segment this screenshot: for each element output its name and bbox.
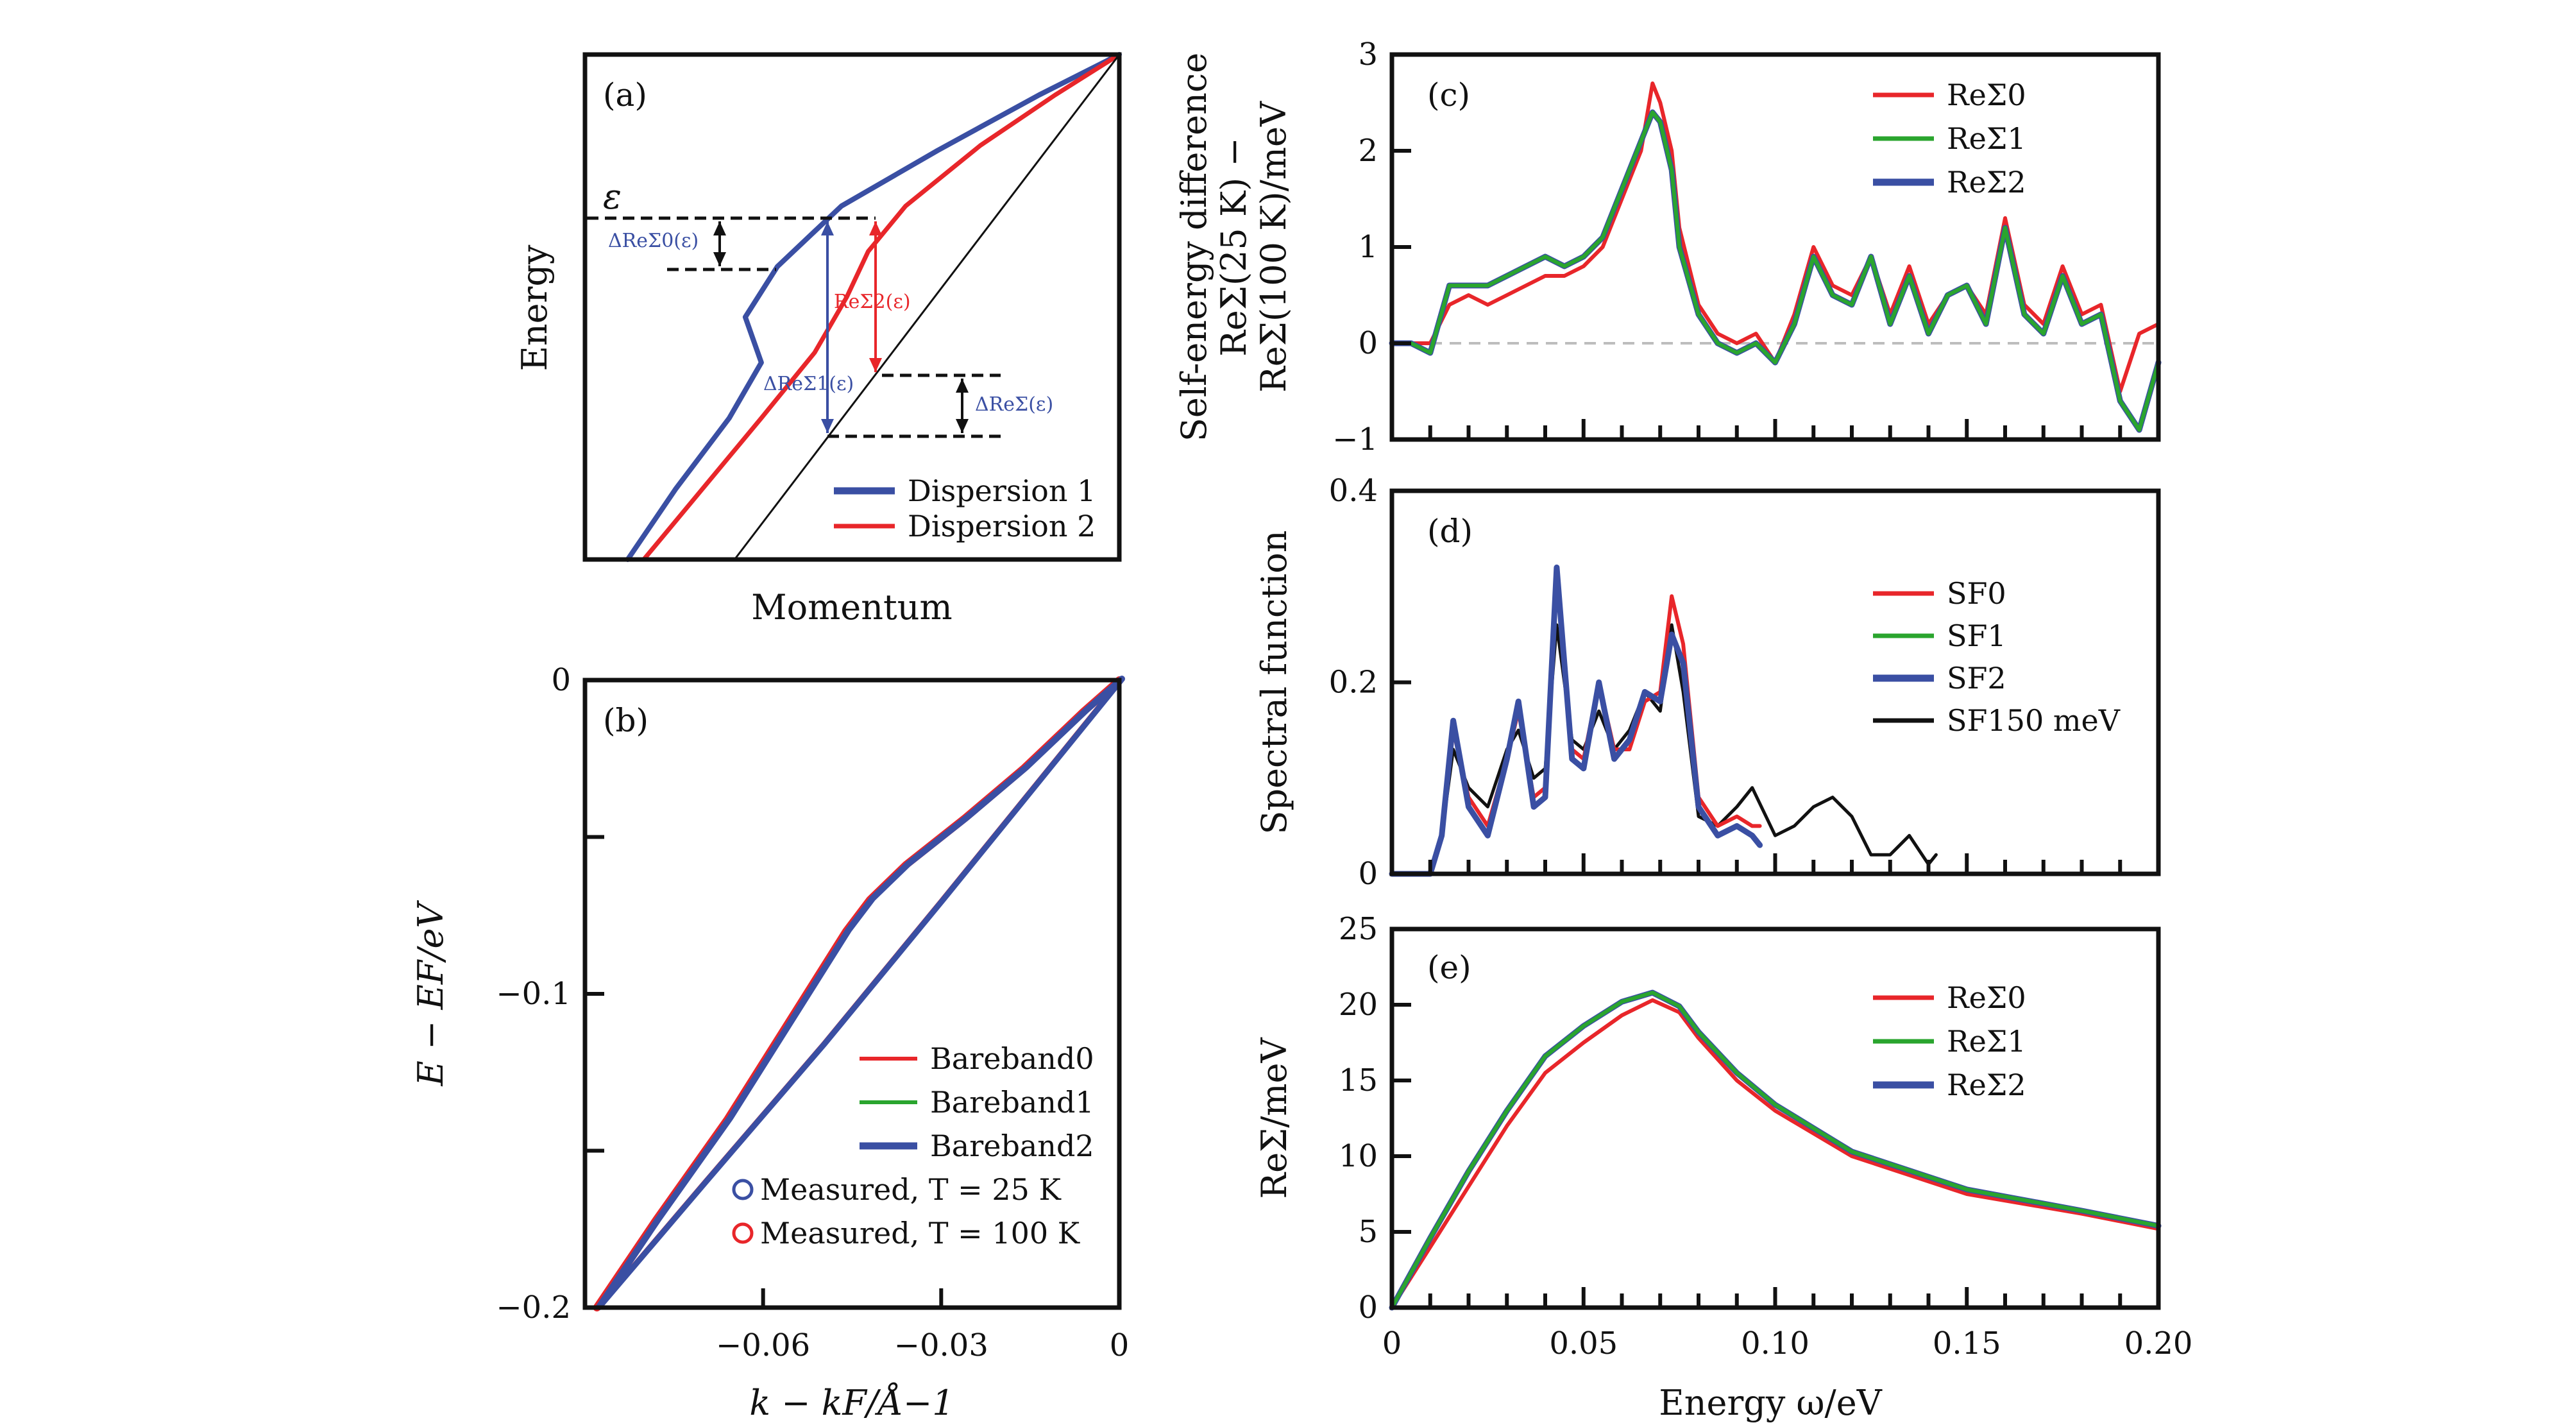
panel-e-xlabel: Energy ω/eV	[1659, 1383, 1882, 1423]
arrow-head	[869, 221, 882, 235]
panel-b-tag: (b)	[603, 702, 648, 739]
series-SF150-meV	[1390, 623, 1938, 876]
x-tick-label: 0.05	[1549, 1326, 1618, 1361]
panel-d-ylabel: Spectral function	[1254, 531, 1294, 835]
panel-a-ylabel: Energy	[514, 244, 555, 371]
series-SF2	[1389, 564, 1763, 877]
y-tick-label: 20	[1339, 987, 1378, 1023]
y-tick-label: 25	[1339, 911, 1378, 947]
panel-b-ylabel: E − EF/eV	[411, 900, 451, 1086]
y-tick-label: −0.1	[496, 976, 571, 1012]
y-tick-label: 0	[1358, 1290, 1378, 1326]
panel-b-legend-label-4: Measured, T = 100 K	[760, 1216, 1081, 1250]
panel-b-xlabel: k − kF/Å−1	[749, 1381, 954, 1423]
dispersion-1-line	[625, 52, 1122, 562]
panel-e-legend-label-2: ReΣ2	[1947, 1068, 2026, 1102]
x-tick-label: 0	[1382, 1326, 1402, 1361]
arrow-head	[713, 252, 726, 266]
y-tick-label: 0.2	[1329, 665, 1378, 701]
x-tick-label: −0.06	[716, 1327, 810, 1363]
y-tick-label: 15	[1339, 1062, 1378, 1098]
panel-c-ylabel: Self-energy difference	[1174, 53, 1214, 441]
panel-c-ylabel: ReΣ(25 K) −	[1214, 137, 1254, 357]
arrow-head	[869, 358, 882, 372]
panel-d-tag: (d)	[1427, 513, 1473, 550]
series-SF0	[1390, 575, 1762, 876]
y-tick-label: 0.4	[1329, 473, 1378, 509]
panel-a-frame	[582, 52, 1122, 562]
panel-b-legend-label-2: Bareband2	[930, 1129, 1094, 1163]
y-tick-label: 1	[1358, 229, 1378, 265]
panel-a-tag: (a)	[603, 76, 647, 114]
panel-c-legend-label-0: ReΣ0	[1947, 78, 2026, 112]
y-tick-label: 0	[1358, 325, 1378, 361]
annotation-delta-re-sigma0: ΔReΣ0(ε)	[608, 230, 699, 252]
y-tick-label: −1	[1332, 422, 1378, 457]
annotation-delta-re-sigma1: ΔReΣ1(ε)	[763, 373, 854, 395]
panel-d-legend-label-0: SF0	[1947, 576, 2006, 611]
series-ReΣ2	[1389, 109, 2162, 433]
panel-a-legend-label-1: Dispersion 2	[908, 509, 1096, 543]
arrow-head	[956, 379, 969, 393]
y-tick-label: 5	[1358, 1214, 1378, 1250]
annotation-re-sigma2: ReΣ2(ε)	[834, 291, 911, 313]
arrow-head	[713, 221, 726, 235]
panel-d-frame	[1389, 488, 2161, 876]
x-tick-label: −0.03	[894, 1327, 988, 1363]
panel-e-legend-label-0: ReΣ0	[1947, 980, 2026, 1015]
panel-c-ylabel: ReΣ(100 K)/meV	[1253, 101, 1294, 393]
y-tick-label: 0	[551, 662, 571, 698]
bare-band-line	[733, 53, 1121, 561]
y-tick-label: 2	[1358, 133, 1378, 169]
series-SF1	[1390, 565, 1762, 876]
panel-b-legend-label-1: Bareband1	[930, 1085, 1094, 1120]
panel-c-legend-label-1: ReΣ1	[1947, 121, 2026, 156]
panel-c-tag: (c)	[1427, 76, 1470, 114]
x-tick-label: 0.20	[2124, 1326, 2193, 1361]
panel-b-legend-marker	[732, 1179, 754, 1200]
arrow-head	[821, 221, 834, 235]
series-ReΣ1	[1390, 110, 2160, 432]
y-tick-label: 10	[1339, 1138, 1378, 1174]
panel-e-tag: (e)	[1427, 949, 1471, 986]
y-tick-label: 3	[1358, 37, 1378, 73]
panel-d-legend-label-3: SF150 meV	[1947, 703, 2121, 738]
y-tick-label: −0.2	[496, 1290, 571, 1326]
epsilon-label: ε	[603, 176, 622, 217]
x-tick-label: 0	[1110, 1327, 1130, 1363]
bareband2-line	[596, 677, 1124, 1311]
panel-e-ylabel: ReΣ/meV	[1254, 1037, 1294, 1199]
x-tick-label: 0.15	[1933, 1326, 2001, 1361]
panel-c-frame	[1389, 52, 2161, 442]
panel-e-legend-label-1: ReΣ1	[1947, 1024, 2026, 1059]
panel-d-legend-label-2: SF2	[1947, 661, 2006, 695]
panel-d-legend-label-1: SF1	[1947, 619, 2006, 653]
panel-e-frame	[1389, 926, 2161, 1310]
arrow-head	[821, 419, 834, 433]
measured-25k-line	[596, 676, 1125, 1310]
series-ReΣ1	[1390, 991, 2160, 1310]
panel-a-xlabel: Momentum	[751, 587, 952, 627]
dispersion-2-line	[641, 52, 1122, 562]
series-ReΣ0	[1390, 998, 2160, 1310]
y-tick-label: 0	[1358, 856, 1378, 892]
series-ReΣ0	[1390, 81, 2160, 393]
annotation-delta-re-sigma: ΔReΣ(ε)	[975, 393, 1053, 416]
panel-c-legend-label-2: ReΣ2	[1947, 165, 2026, 200]
x-tick-label: 0.10	[1741, 1326, 1809, 1361]
panel-b-legend-label-0: Bareband0	[930, 1041, 1094, 1076]
panel-b-legend-marker	[732, 1222, 754, 1244]
series-ReΣ2	[1389, 989, 2162, 1311]
arrow-head	[956, 419, 969, 433]
figure-panels: (a) ε ΔReΣ0(ε) ReΣ2(ε) ΔReΣ1(ε) ΔReΣ(ε) Disper…	[411, 37, 2192, 1423]
panel-b-legend-label-3: Measured, T = 25 K	[760, 1172, 1062, 1207]
panel-a-legend-label-0: Dispersion 1	[908, 474, 1096, 508]
